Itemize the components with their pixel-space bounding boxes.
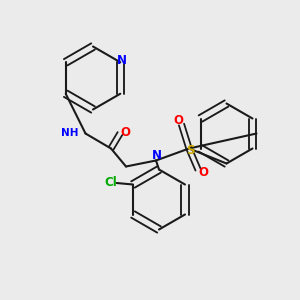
- Text: N: N: [117, 54, 127, 67]
- Text: O: O: [173, 114, 183, 128]
- Text: O: O: [198, 166, 208, 179]
- Text: N: N: [152, 149, 162, 163]
- Text: Cl: Cl: [104, 176, 117, 189]
- Text: O: O: [120, 125, 130, 139]
- Text: NH: NH: [61, 128, 78, 139]
- Text: S: S: [186, 143, 195, 157]
